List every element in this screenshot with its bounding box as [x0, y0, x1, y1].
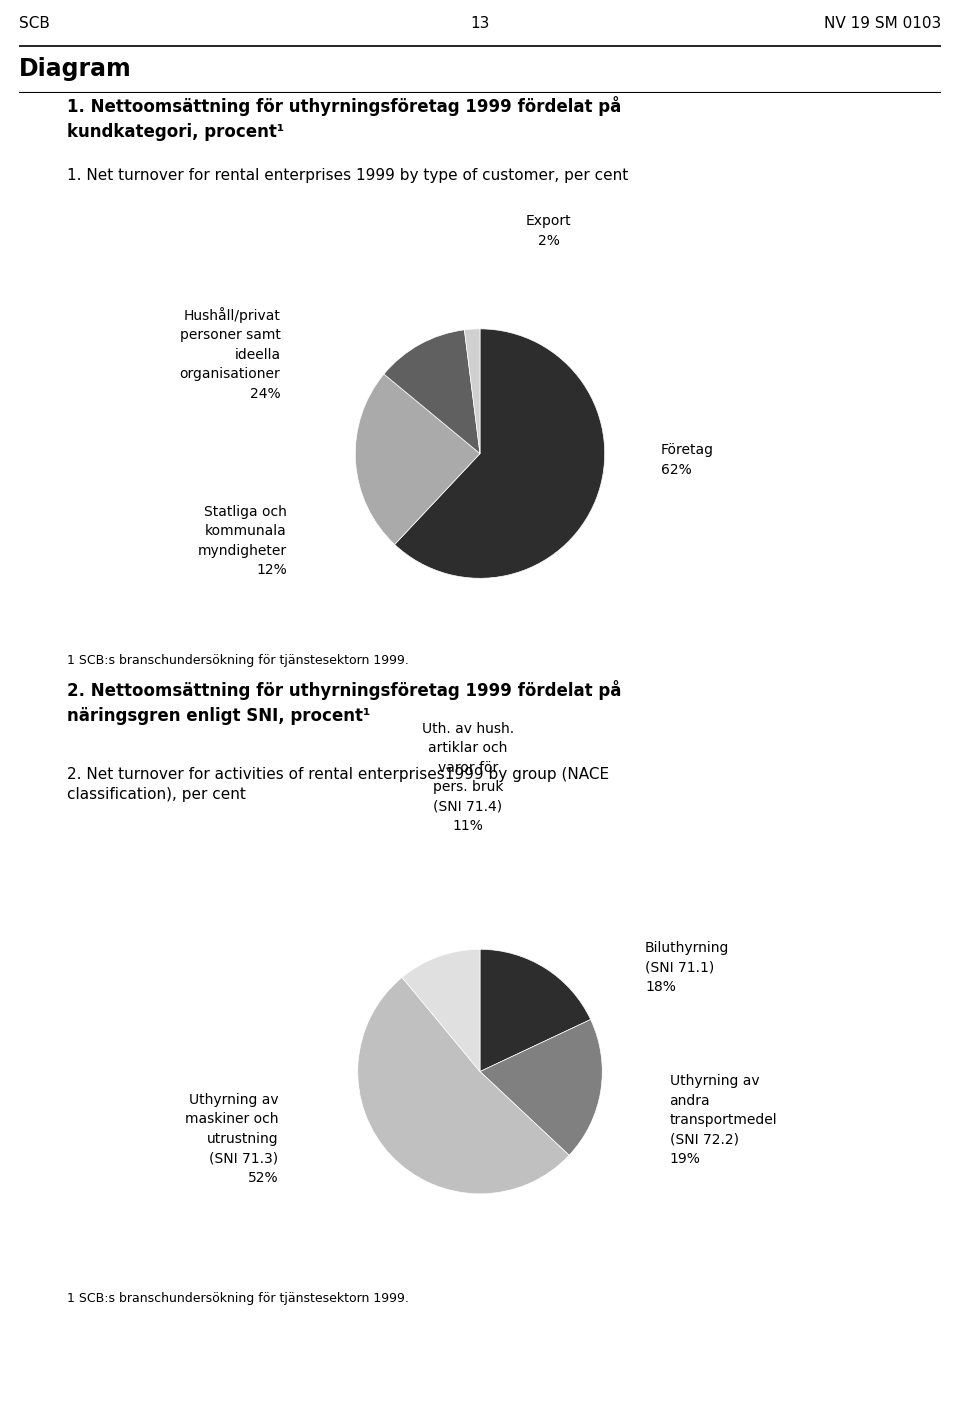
Wedge shape: [480, 1019, 602, 1156]
Text: Export
2%: Export 2%: [526, 214, 571, 248]
Text: Diagram: Diagram: [19, 56, 132, 82]
Text: 1. Net turnover for rental enterprises 1999 by type of customer, per cent: 1. Net turnover for rental enterprises 1…: [67, 168, 629, 183]
Text: 1 SCB:s branschundersökning för tjänstesektorn 1999.: 1 SCB:s branschundersökning för tjänstes…: [67, 653, 409, 667]
Wedge shape: [355, 375, 480, 545]
Text: 13: 13: [470, 15, 490, 31]
Text: SCB: SCB: [19, 15, 50, 31]
Wedge shape: [384, 329, 480, 453]
Text: 2. Net turnover for activities of rental enterprises1999 by group (NACE
classifi: 2. Net turnover for activities of rental…: [67, 767, 610, 803]
Wedge shape: [395, 329, 605, 579]
Text: 2. Nettoomsättning för uthyrningsföretag 1999 fördelat på
näringsgren enligt SNI: 2. Nettoomsättning för uthyrningsföretag…: [67, 680, 621, 725]
Text: Statliga och
kommunala
myndigheter
12%: Statliga och kommunala myndigheter 12%: [198, 504, 287, 577]
Text: Uth. av hush.
artiklar och
varor för
pers. bruk
(SNI 71.4)
11%: Uth. av hush. artiklar och varor för per…: [421, 722, 514, 834]
Text: NV 19 SM 0103: NV 19 SM 0103: [824, 15, 941, 31]
Wedge shape: [402, 949, 480, 1071]
Text: Hushåll/privat
personer samt
ideella
organisationer
24%: Hushåll/privat personer samt ideella org…: [180, 307, 280, 401]
Wedge shape: [465, 329, 480, 453]
Text: Uthyrning av
andra
transportmedel
(SNI 72.2)
19%: Uthyrning av andra transportmedel (SNI 7…: [669, 1074, 778, 1166]
Text: 1 SCB:s branschundersökning för tjänstesektorn 1999.: 1 SCB:s branschundersökning för tjänstes…: [67, 1291, 409, 1305]
Text: Företag
62%: Företag 62%: [660, 444, 714, 476]
Text: Uthyrning av
maskiner och
utrustning
(SNI 71.3)
52%: Uthyrning av maskiner och utrustning (SN…: [184, 1093, 278, 1184]
Text: Biluthyrning
(SNI 71.1)
18%: Biluthyrning (SNI 71.1) 18%: [645, 941, 730, 994]
Wedge shape: [358, 977, 569, 1194]
Text: 1. Nettoomsättning för uthyrningsföretag 1999 fördelat på
kundkategori, procent¹: 1. Nettoomsättning för uthyrningsföretag…: [67, 96, 621, 141]
Wedge shape: [480, 949, 590, 1071]
